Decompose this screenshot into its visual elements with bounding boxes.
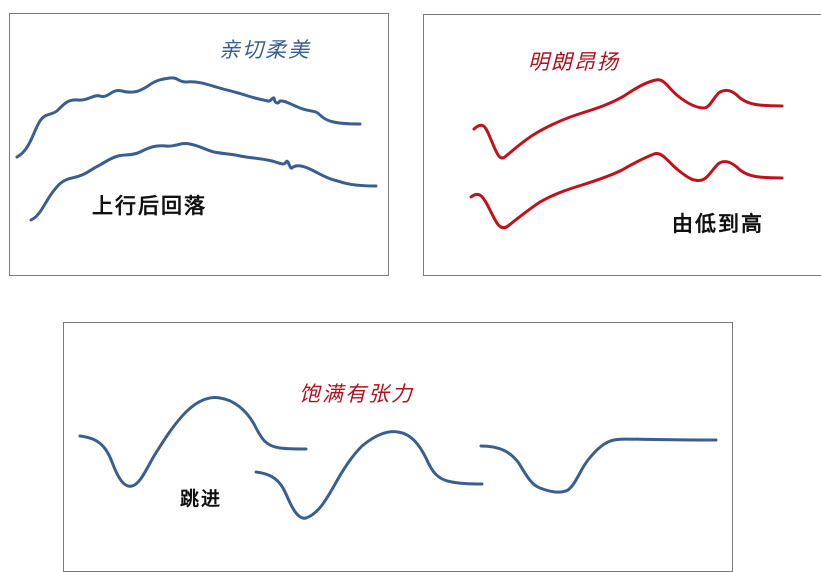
panel-gentle-title: 亲切柔美 (219, 38, 311, 62)
panel-tension-title: 饱满有张力 (299, 382, 414, 406)
panel-tension (63, 322, 733, 572)
panel-bright-title: 明朗昂扬 (528, 50, 620, 74)
panel-gentle (9, 13, 389, 276)
panel-tension-caption: 跳进 (180, 488, 223, 510)
panel-bright-caption: 由低到高 (672, 211, 764, 236)
panel-gentle-caption: 上行后回落 (92, 193, 207, 218)
